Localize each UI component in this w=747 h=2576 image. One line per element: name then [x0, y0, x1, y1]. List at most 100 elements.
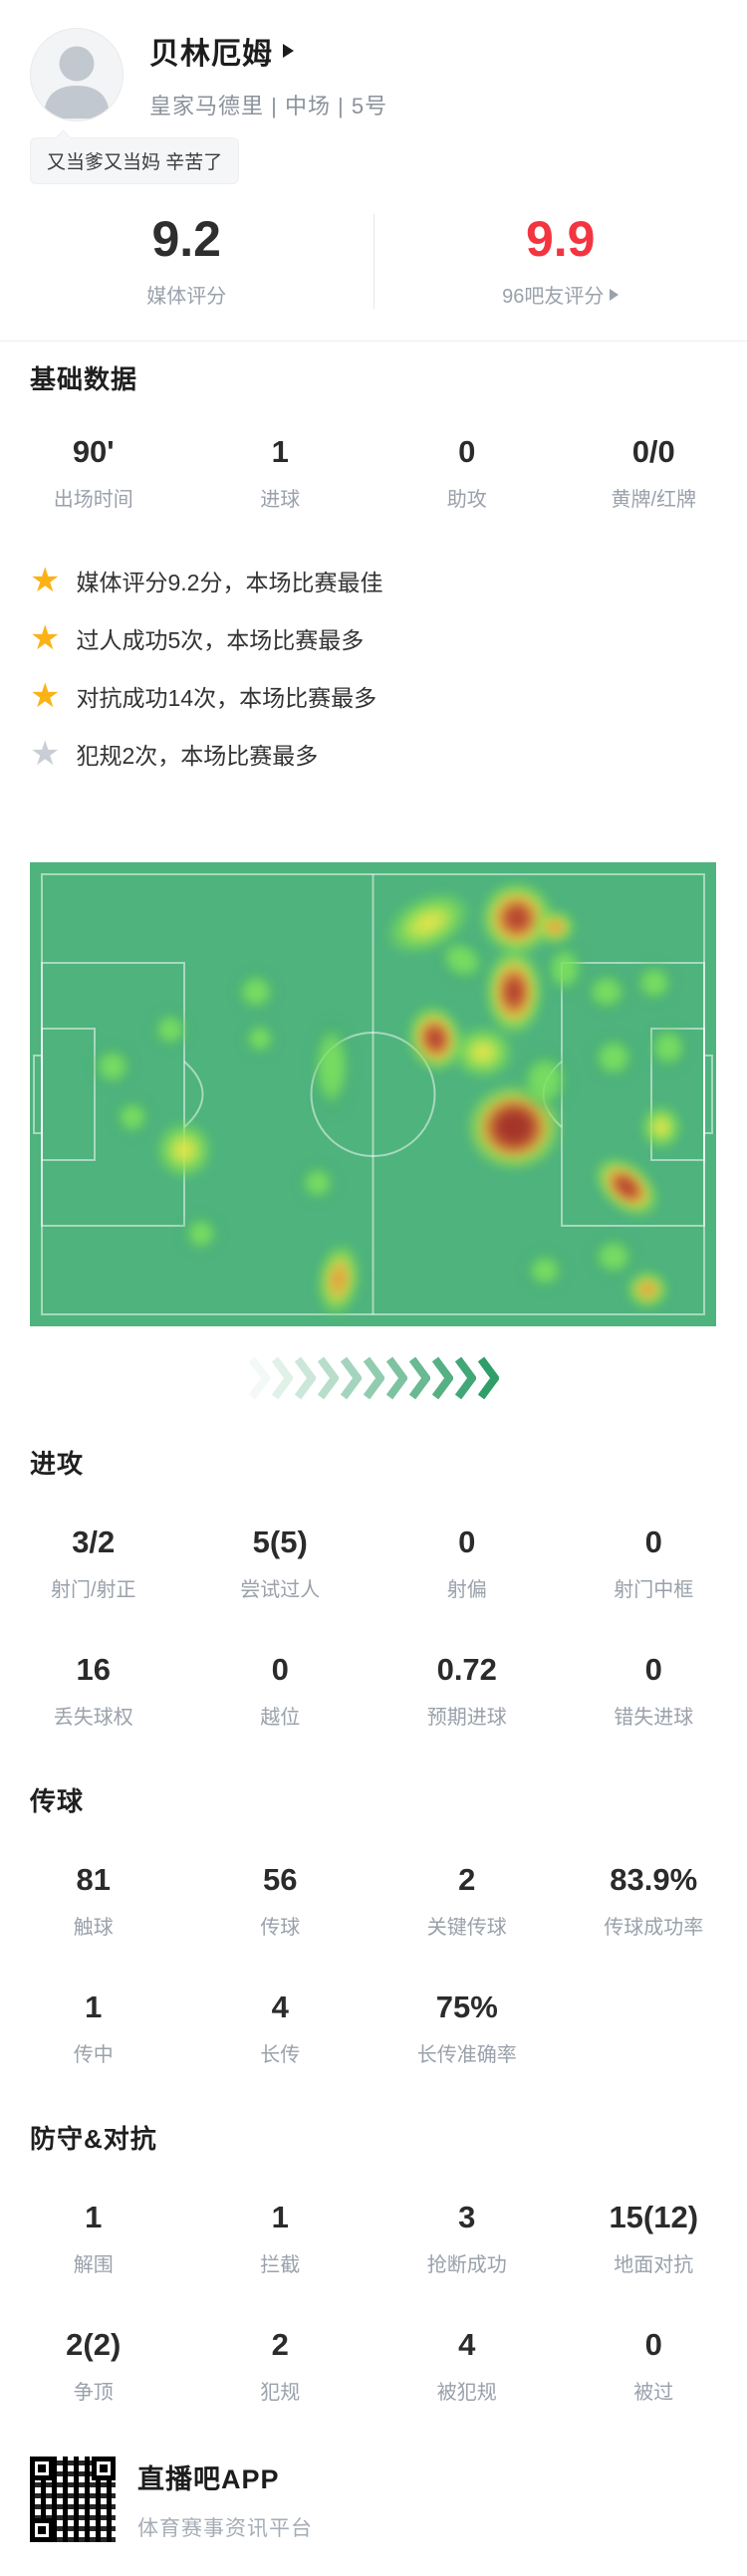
stat-cell: 1 传中 — [0, 1991, 187, 2067]
stat-cell: 2 犯规 — [187, 2329, 374, 2405]
heat-hotspot — [146, 1112, 222, 1188]
qr-finder-icon — [92, 2457, 116, 2480]
player-name: 贝林厄姆 — [149, 29, 273, 73]
highlight-item: ★ 对抗成功14次，本场比赛最多 — [30, 679, 717, 713]
stat-value: 81 — [0, 1864, 187, 1895]
stat-cell: 56 传球 — [187, 1864, 374, 1940]
fans-rating[interactable]: 9.9 96吧友评分 — [374, 214, 747, 309]
stat-label: 进球 — [187, 483, 374, 512]
stat-cell: 1 解围 — [0, 2202, 187, 2277]
stat-value: 56 — [187, 1864, 374, 1895]
heatmap-pitch — [30, 862, 716, 1326]
stat-value: 1 — [187, 2202, 374, 2232]
player-name-row[interactable]: 贝林厄姆 — [149, 29, 387, 73]
app-name: 直播吧APP — [137, 2458, 313, 2496]
stat-value: 0 — [187, 1654, 374, 1685]
stat-cell: 90' 出场时间 — [0, 436, 187, 512]
stat-cell: 0 射门中框 — [561, 1526, 747, 1602]
stat-value: 1 — [0, 1991, 187, 2022]
star-icon: ★ — [30, 621, 60, 655]
stat-cell: 4 长传 — [187, 1991, 374, 2067]
player-avatar[interactable] — [30, 28, 124, 121]
stat-value: 5(5) — [187, 1526, 374, 1557]
stat-cell: 2 关键传球 — [374, 1864, 561, 1940]
heat-hotspot — [633, 1097, 688, 1157]
chevron-right-icon — [455, 1356, 476, 1400]
stat-label: 抢断成功 — [374, 2248, 561, 2277]
stat-value: 75% — [374, 1991, 561, 2022]
stat-label: 传球 — [187, 1911, 374, 1940]
player-header: 贝林厄姆 皇家马德里 | 中场 | 5号 — [0, 0, 747, 121]
app-tagline: 体育赛事资讯平台 — [137, 2512, 313, 2542]
heat-hotspot — [237, 1017, 282, 1061]
fans-rating-label-text: 96吧友评分 — [502, 280, 604, 309]
heatmap-layer — [30, 862, 716, 1326]
media-rating-value: 9.2 — [0, 214, 374, 264]
heat-hotspot — [517, 1246, 572, 1295]
stat-value: 2 — [187, 2329, 374, 2360]
stats-row: 3/2 射门/射正 5(5) 尝试过人 0 射偏 0 射门中框 — [0, 1526, 747, 1602]
stat-value: 0 — [561, 1654, 747, 1685]
heat-hotspot — [584, 1028, 643, 1087]
heat-hotspot — [510, 1041, 580, 1120]
media-rating-label-text: 媒体评分 — [146, 280, 226, 309]
stat-sections: 进攻 3/2 射门/射正 5(5) 尝试过人 0 射偏 0 射门中框 16 丢失… — [0, 1400, 747, 2405]
stat-value: 0 — [561, 1526, 747, 1557]
stat-cell: 81 触球 — [0, 1864, 187, 1940]
stat-cell: 0/0 黄牌/红牌 — [561, 436, 747, 512]
heat-hotspot — [621, 1265, 675, 1314]
fans-rating-label[interactable]: 96吧友评分 — [374, 280, 747, 309]
stat-section: 防守&对抗 1 解围 1 拦截 3 抢断成功 15(12) 地面对抗 2(2) … — [0, 2119, 747, 2405]
stat-label: 触球 — [0, 1911, 187, 1940]
stat-label: 传球成功率 — [561, 1911, 747, 1940]
highlight-item: ★ 媒体评分9.2分，本场比赛最佳 — [30, 564, 717, 597]
chevron-right-icon — [318, 1356, 339, 1400]
section-title: 传球 — [0, 1781, 747, 1818]
stat-value: 15(12) — [561, 2202, 747, 2232]
stat-label: 射门/射正 — [0, 1573, 187, 1602]
stat-label: 射门中框 — [561, 1573, 747, 1602]
chevron-right-icon — [478, 1356, 499, 1400]
stat-section: 进攻 3/2 射门/射正 5(5) 尝试过人 0 射偏 0 射门中框 16 丢失… — [0, 1444, 747, 1730]
ratings-row: 9.2 媒体评分 9.9 96吧友评分 — [0, 184, 747, 341]
highlights-list: ★ 媒体评分9.2分，本场比赛最佳 ★ 过人成功5次，本场比赛最多 ★ 对抗成功… — [0, 564, 747, 771]
comment-tag-bubble: 又当爹又当妈 辛苦了 — [30, 137, 239, 184]
stat-label: 长传 — [187, 2038, 374, 2067]
highlight-text: 对抗成功14次，本场比赛最多 — [76, 679, 376, 713]
stat-label: 出场时间 — [0, 483, 187, 512]
stat-value: 0 — [561, 2329, 747, 2360]
stat-cell: 0 助攻 — [374, 436, 561, 512]
stat-value: 0/0 — [561, 436, 747, 467]
chevron-right-icon — [364, 1356, 384, 1400]
stat-cell: 0.72 预期进球 — [374, 1654, 561, 1730]
stat-label: 争顶 — [0, 2376, 187, 2405]
stat-value: 83.9% — [561, 1864, 747, 1895]
stat-value: 4 — [187, 1991, 374, 2022]
stat-value: 1 — [0, 2202, 187, 2232]
stat-value: 0 — [374, 1526, 561, 1557]
stat-cell: 0 越位 — [187, 1654, 374, 1730]
fans-rating-value: 9.9 — [374, 214, 747, 264]
stat-cell: 75% 长传准确率 — [374, 1991, 561, 2067]
stat-cell: 15(12) 地面对抗 — [561, 2202, 747, 2277]
stats-row: 1 传中 4 长传 75% 长传准确率 — [0, 1991, 747, 2067]
stats-row: 16 丢失球权 0 越位 0.72 预期进球 0 错失进球 — [0, 1654, 747, 1730]
stats-row: 1 解围 1 拦截 3 抢断成功 15(12) 地面对抗 — [0, 2202, 747, 2277]
chevron-right-icon — [341, 1356, 362, 1400]
stat-cell: 2(2) 争顶 — [0, 2329, 187, 2405]
heat-hotspot — [305, 1229, 374, 1326]
star-icon: ★ — [30, 679, 60, 713]
stat-cell: 83.9% 传球成功率 — [561, 1864, 747, 1940]
stat-label: 射偏 — [374, 1573, 561, 1602]
stat-cell: 0 射偏 — [374, 1526, 561, 1602]
stat-value: 1 — [187, 436, 374, 467]
media-rating-label: 媒体评分 — [0, 280, 374, 309]
stat-label: 被犯规 — [374, 2376, 561, 2405]
qr-finder-icon — [30, 2518, 54, 2542]
highlight-text: 过人成功5次，本场比赛最多 — [76, 621, 364, 655]
player-subtitle: 皇家马德里 | 中场 | 5号 — [149, 89, 387, 120]
heat-hotspot — [305, 1002, 360, 1131]
arrow-right-icon — [610, 289, 619, 301]
stat-value: 3 — [374, 2202, 561, 2232]
stat-cell: 0 错失进球 — [561, 1654, 747, 1730]
